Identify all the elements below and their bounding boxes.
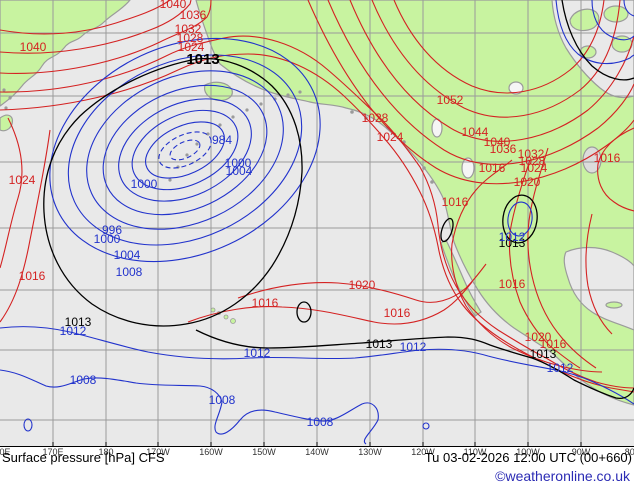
isobar-red [508,159,581,369]
isobar-blue [555,0,634,65]
axis-tick-label: 170W [146,447,170,457]
isobar-red [0,0,192,54]
isobar-red [393,0,605,94]
land-north-america [195,0,634,406]
axis-tick-label: 120W [411,447,435,457]
isobar-red [585,213,613,335]
isobar-blue-dashed [169,139,201,161]
axis-tick-label: 100W [516,447,540,457]
isobar-red [0,117,23,269]
isobar-red [527,147,597,369]
isobar-blue-dashed [158,131,212,169]
lake-3 [508,81,524,95]
copyright-link[interactable]: ©weatheronline.co.uk [495,468,630,484]
island-arctic-4 [579,45,597,59]
isobar-blue [67,54,303,246]
isobar-blue [623,0,634,17]
x-axis-labels: 160E 170E 180 170W 160W 150W 140W 130W 120W 110W 1… [0,446,634,458]
valid-datetime: Tu 03-02-2026 12:00 UTC (00+660) [424,450,632,465]
isobar-red [187,281,473,325]
isobars-reference-layer [43,0,634,400]
isobar-blue [86,70,284,230]
map-canvas [0,0,634,446]
axis-tick-label: 160W [199,447,223,457]
isobar-red [597,127,634,212]
isobar-blue [507,201,533,237]
isobar-red [371,0,621,118]
isobars-low-layer [0,0,634,445]
isobar-blue [102,84,268,216]
axis-tick-label: 90W [571,447,591,457]
axis-tick-label: 110W [463,447,487,457]
isobar-1013 [43,57,303,327]
isobar-blue [591,0,634,41]
isobar-red [349,0,634,142]
isobar-1013 [296,301,312,323]
isobar-blue [0,326,634,405]
isobar-red [451,159,603,373]
land-kamchatka-tail [0,114,13,132]
isobar-red [327,0,634,165]
axis-tick-label: 160E [0,447,11,457]
surface-pressure-map: 1040 1040 1036 1032 1028 1024 1024 1016 1028 1024… [0,0,634,447]
isobar-blue [422,422,430,430]
isobar-blue [23,418,33,432]
isobar-red [0,129,51,323]
axis-tick-label: 130W [358,447,382,457]
isobar-blue [131,109,239,191]
land-siberia [0,0,131,107]
axis-ticks [52,442,582,446]
axis-tick-label: 180 [98,447,114,457]
island-hawaii [210,307,236,324]
isobar-red [0,35,634,389]
isobar-red [0,0,171,35]
isobar-1013 [502,194,538,244]
land-layer [0,0,634,406]
product-title: Surface pressure [hPa] CFS [2,450,165,465]
isobar-blue [118,98,252,202]
axis-tick-label: 150W [252,447,276,457]
isobar-blue [0,369,379,445]
isobar-blue [145,121,225,179]
island-cuba [605,301,623,309]
island-arctic-2 [603,5,629,23]
isobar-blue [49,37,321,263]
axis-tick-label: 140W [305,447,329,457]
axis-tick-label: 80W [624,447,634,457]
axis-tick-label: 170E [42,447,64,457]
lake-2 [461,157,475,179]
isobar-1013 [561,0,634,81]
isobar-1013 [440,217,454,243]
isobar-1013 [195,329,634,400]
sea-gulf-of-mexico [563,246,634,331]
isobar-red [0,0,212,74]
